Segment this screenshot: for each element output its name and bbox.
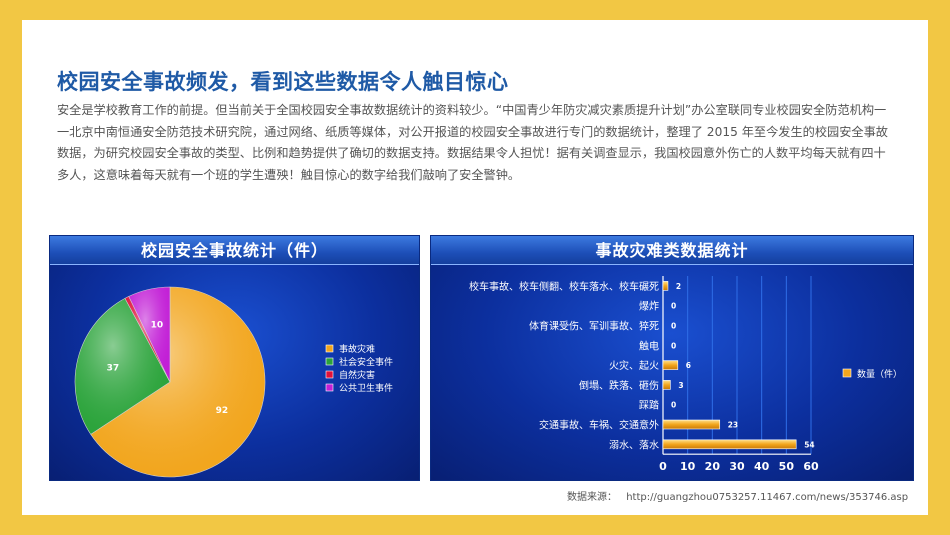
bar [662, 439, 797, 450]
bar-category-label: 触电 [639, 339, 659, 352]
bar-chart-title: 事故灾难类数据统计 [431, 236, 913, 265]
source-url[interactable]: http://guangzhou0753257.11467.com/news/3… [626, 492, 909, 503]
pie-data-label: 10 [151, 321, 164, 331]
bar-data-label: 54 [804, 440, 814, 449]
bar-category-label: 溺水、落水 [609, 439, 659, 451]
bar-category-label: 交通事故、车祸、交通意外 [539, 419, 659, 432]
bar-data-label: 6 [686, 361, 691, 370]
pie-legend-swatch [325, 344, 334, 353]
bar-x-tick-label: 50 [779, 460, 795, 473]
bar-data-label: 2 [676, 282, 681, 291]
bar-x-tick-label: 40 [754, 460, 770, 473]
bar-category-label: 爆炸 [639, 301, 659, 313]
pie-legend-swatch [325, 357, 334, 366]
pie-legend-label: 事故灾难 [339, 343, 375, 355]
pie-legend-label: 公共卫生事件 [339, 382, 393, 394]
pie-legend-label: 社会安全事件 [339, 356, 393, 368]
bar [662, 360, 679, 370]
source-note: 数据来源： http://guangzhou0753257.11467.com/… [567, 488, 914, 503]
bar [662, 380, 671, 390]
bar [662, 419, 721, 430]
bar-x-tick-label: 20 [705, 460, 721, 473]
bar-chart-panel: 事故灾难类数据统计 0 10 20 30 40 50 60 校车事故、校车侧翻、校车落水、校车… [430, 235, 914, 481]
pie-chart-title: 校园安全事故统计（件） [50, 236, 419, 265]
slide-title: 校园安全事故频发，看到这些数据令人触目惊心 [57, 70, 509, 94]
bar-legend-swatch [842, 368, 852, 378]
pie-legend-swatch [325, 370, 334, 379]
bar-data-label: 0 [671, 341, 676, 350]
bar-category-label: 校车事故、校车侧翻、校车落水、校车碾死 [469, 280, 659, 293]
bar-category-label: 体育课受伤、军训事故、猝死 [529, 320, 659, 333]
pie-legend-swatch [325, 383, 334, 392]
source-label: 数据来源： [567, 492, 617, 503]
pie-chart-panel: 校园安全事故统计（件） 92 37 10 事故灾难 社会安全事件 自然灾害 公共卫生事件 [49, 235, 420, 481]
bar-x-tick-label: 30 [729, 460, 745, 473]
pie-data-label: 92 [216, 406, 229, 416]
bar-category-label: 踩踏 [639, 399, 659, 412]
bar-category-label: 火灾、起火 [609, 359, 659, 372]
bar-legend-label: 数量（件） [857, 368, 902, 380]
pie-legend-label: 自然灾害 [339, 369, 375, 381]
bar-data-label: 0 [671, 302, 676, 311]
pie-data-label: 37 [107, 364, 120, 374]
bar-x-tick-label: 0 [659, 460, 667, 473]
bar-data-label: 0 [671, 401, 676, 410]
intro-paragraph: 安全是学校教育工作的前提。但当前关于全国校园安全事故数据统计的资料较少。“中国青… [57, 103, 888, 182]
bar-data-label: 23 [728, 421, 738, 430]
bar [662, 281, 669, 291]
bar-data-label: 0 [671, 322, 676, 331]
bar-data-label: 3 [678, 381, 683, 390]
bar-x-tick-label: 10 [680, 460, 696, 473]
bar-x-tick-label: 60 [803, 460, 819, 473]
bar-category-label: 倒塌、跌落、砸伤 [579, 379, 659, 392]
